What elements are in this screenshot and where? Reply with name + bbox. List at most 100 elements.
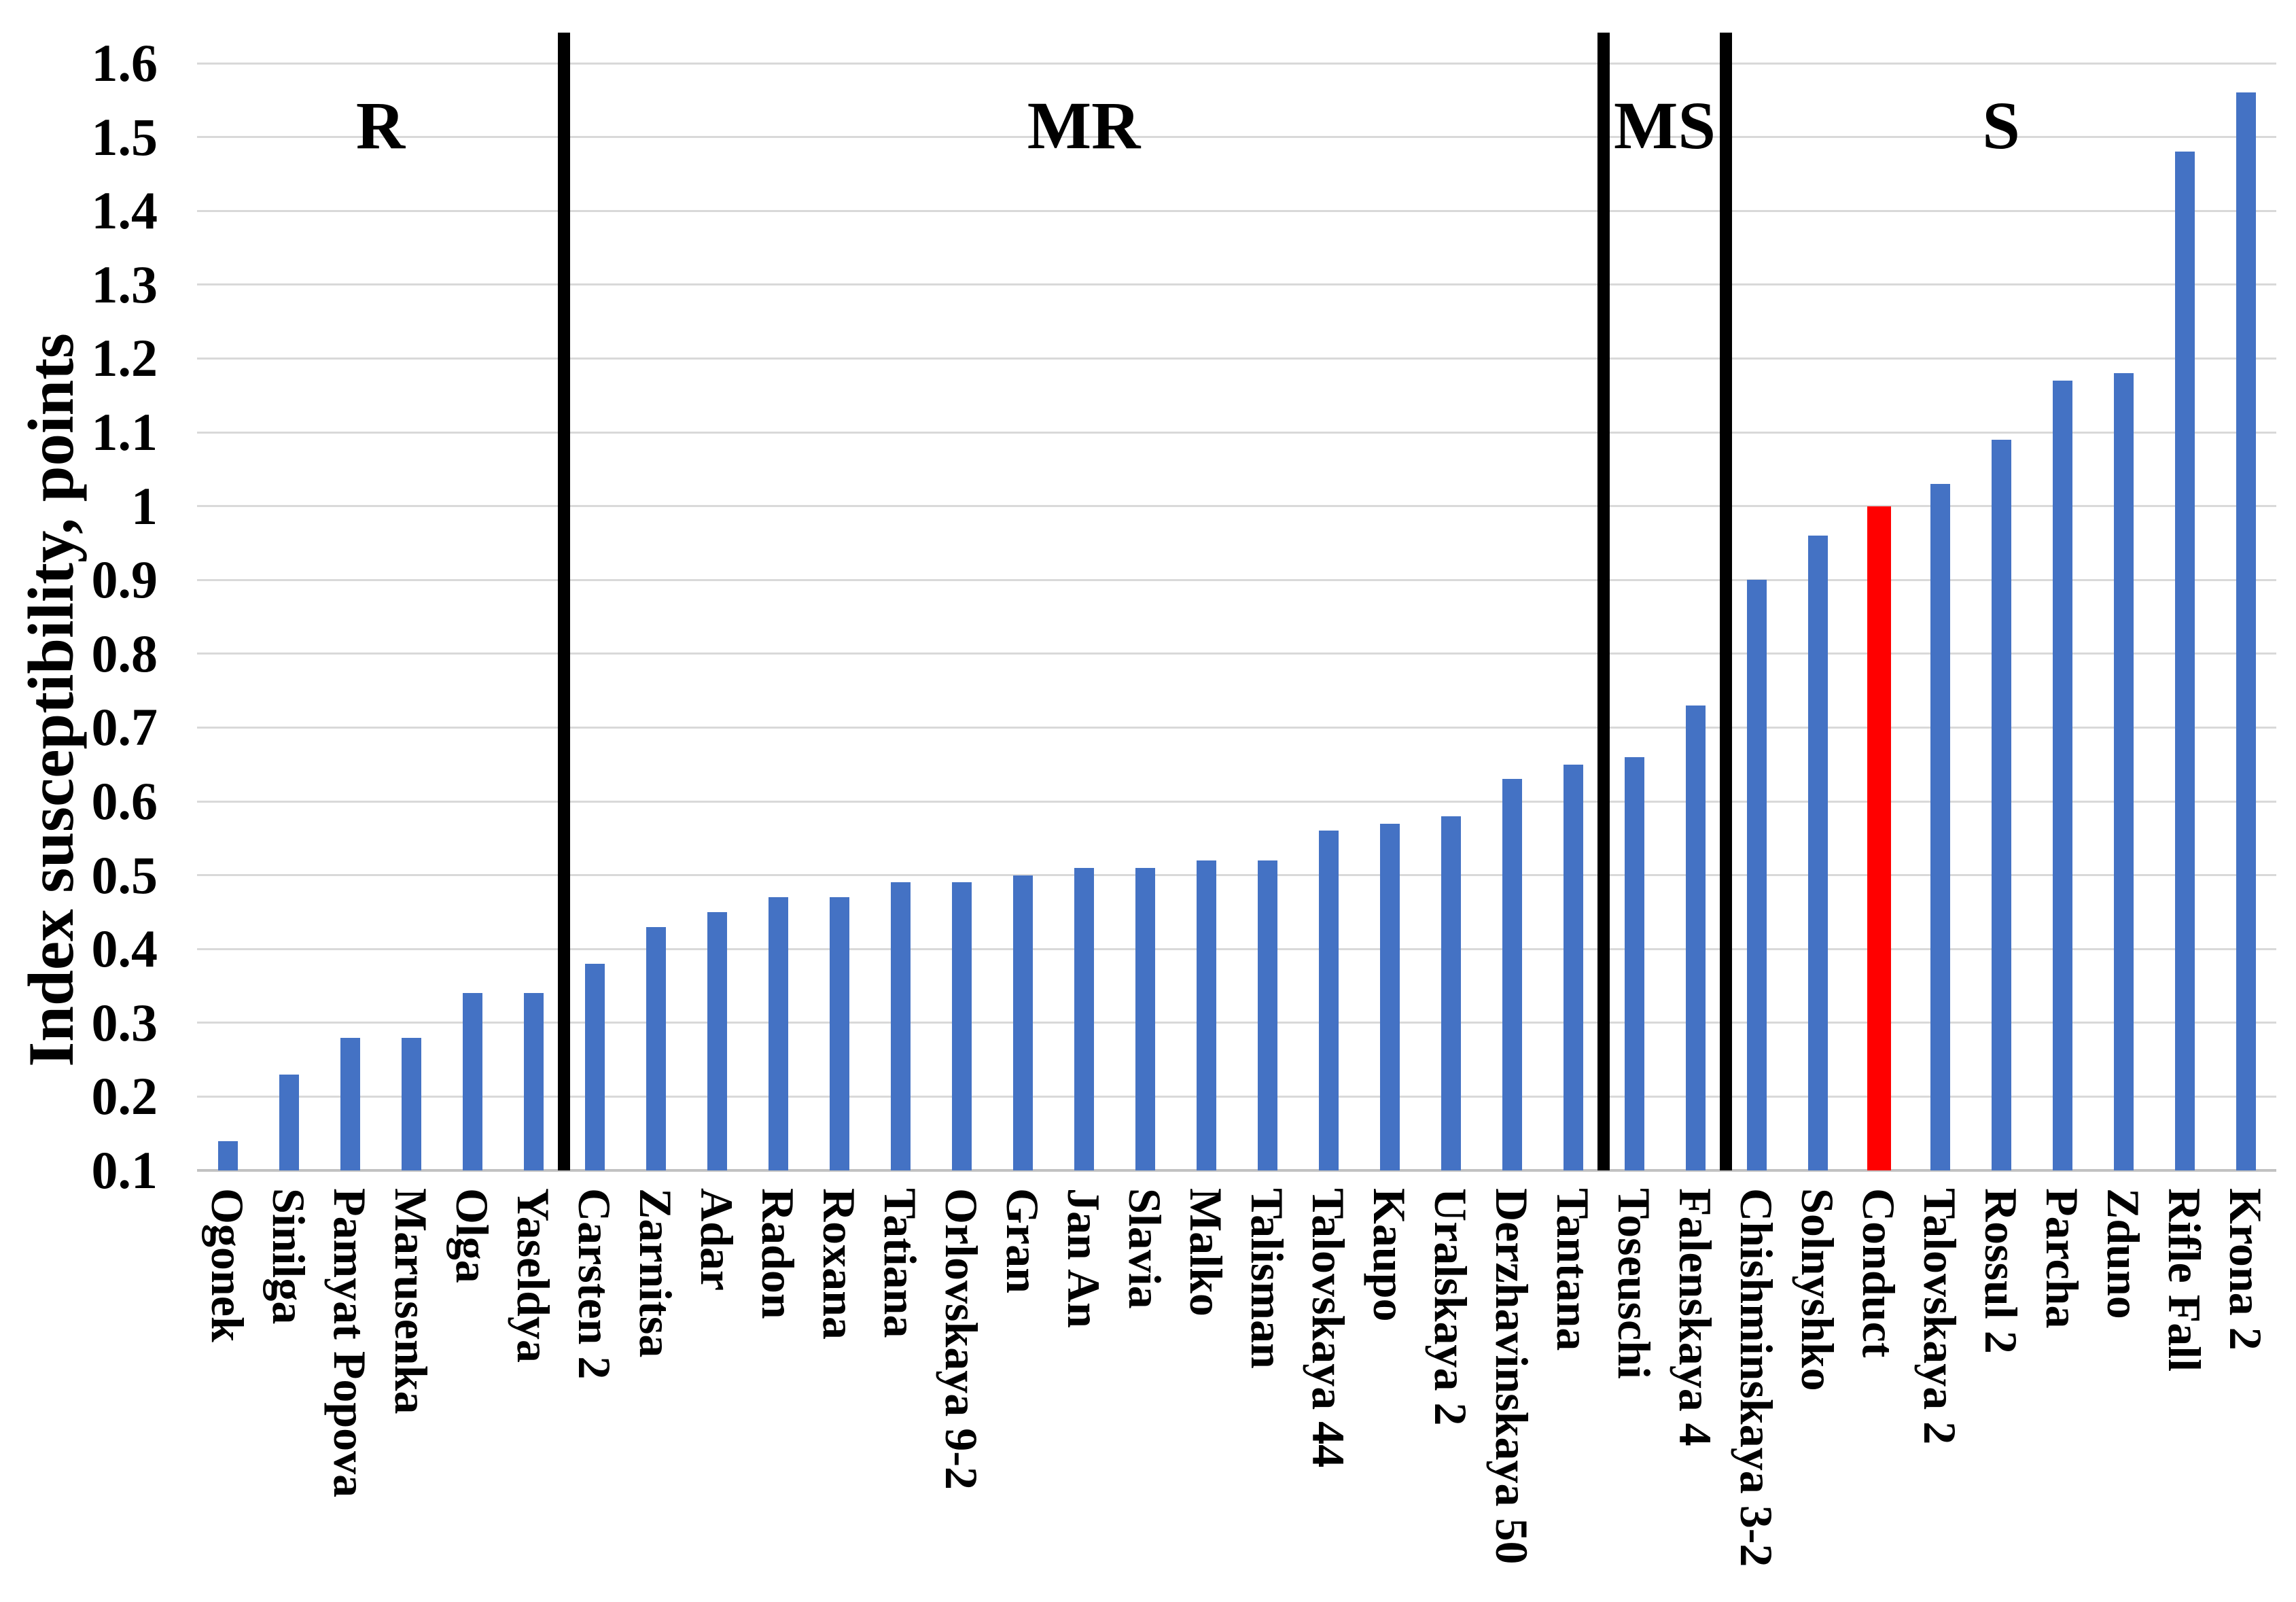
bar: [279, 1074, 299, 1170]
y-tick-label: 1.3: [91, 254, 158, 314]
y-tick-label: 0.9: [91, 550, 158, 610]
bar: [1135, 867, 1155, 1170]
y-tick-label: 1.6: [91, 33, 158, 92]
category-label: Krona 2: [2220, 1188, 2272, 1351]
bar: [1196, 860, 1216, 1170]
gridline: [197, 283, 2276, 286]
gridline: [197, 947, 2276, 950]
y-tick-label: 1.2: [91, 328, 158, 388]
bar: [1257, 860, 1277, 1170]
y-tick-label: 1: [131, 476, 158, 536]
category-label: Conduct: [1853, 1188, 1905, 1358]
bar: [1074, 867, 1094, 1170]
category-label: Rossul 2: [1975, 1188, 2027, 1354]
bar: [1012, 875, 1033, 1170]
group-label: MR: [1027, 88, 1141, 163]
category-label: Falenskaya 4: [1670, 1188, 1721, 1446]
bar: [2236, 92, 2256, 1170]
y-tick-label: 0.3: [91, 992, 158, 1052]
bar: [1807, 536, 1828, 1170]
bar: [768, 897, 788, 1170]
bar: [1624, 756, 1644, 1170]
category-label: Toseuschi: [1608, 1188, 1660, 1379]
category-label: Sinilga: [263, 1188, 315, 1325]
group-label: S: [1982, 88, 2020, 163]
bar: [1441, 816, 1461, 1170]
bar: [951, 882, 972, 1170]
category-label: Carsten 2: [569, 1188, 620, 1380]
category-label: Adar: [691, 1188, 743, 1291]
y-tick-label: 0.8: [91, 623, 158, 683]
category-label: Jan An: [1058, 1188, 1110, 1328]
category-label: Zduno: [2098, 1188, 2149, 1319]
bar: [340, 1037, 360, 1170]
y-tick-label: 0.7: [91, 697, 158, 757]
bar: [2113, 373, 2134, 1170]
category-label: Tantana: [1547, 1188, 1599, 1351]
y-tick-label: 0.2: [91, 1066, 158, 1126]
bar: [401, 1037, 421, 1170]
bar: [1318, 831, 1339, 1170]
gridline: [197, 357, 2276, 360]
gridline: [197, 1022, 2276, 1024]
bar: [584, 963, 605, 1170]
category-label: Parcha: [2036, 1188, 2088, 1329]
category-label: Talovskaya 44: [1303, 1188, 1354, 1468]
y-tick-label: 0.6: [91, 771, 158, 831]
bar: [1746, 580, 1767, 1170]
bar: [1563, 764, 1583, 1170]
category-label: Gran: [997, 1188, 1048, 1293]
gridline: [197, 136, 2276, 139]
category-label: Uralskaya 2: [1425, 1188, 1477, 1426]
y-tick-label: 1.5: [91, 107, 158, 167]
category-label: Malko: [1180, 1188, 1232, 1317]
category-label: Ogonek: [202, 1188, 253, 1342]
category-label: Talovskaya 2: [1914, 1188, 1966, 1445]
gridline: [197, 62, 2276, 65]
category-label: Tatiana: [875, 1188, 926, 1338]
bar: [829, 897, 849, 1170]
group-divider: [1597, 33, 1610, 1170]
category-label: Solnyshko: [1792, 1188, 1843, 1391]
bar: [890, 882, 911, 1170]
y-tick-label: 1.4: [91, 181, 158, 241]
gridline: [197, 652, 2276, 655]
gridline: [197, 726, 2276, 729]
category-label: Zarnitsa: [630, 1188, 682, 1358]
category-label: Yaseldya: [508, 1188, 559, 1363]
bar: [2052, 380, 2072, 1170]
category-label: Derzhavinskaya 50: [1486, 1188, 1538, 1565]
gridline: [197, 505, 2276, 508]
gridline: [197, 800, 2276, 803]
y-tick-label: 1.1: [91, 402, 158, 462]
bar-highlighted: [1867, 506, 1891, 1170]
group-divider: [1720, 33, 1732, 1170]
category-label: Talisman: [1241, 1188, 1293, 1369]
x-axis-line: [197, 1169, 2276, 1172]
category-label: Pamyat Popova: [324, 1188, 376, 1498]
bar: [217, 1140, 238, 1170]
category-label: Rifle Fall: [2159, 1188, 2210, 1372]
category-label: Marusenka: [385, 1188, 437, 1414]
bar: [1991, 439, 2011, 1170]
group-label: MS: [1614, 88, 1716, 163]
gridline: [197, 209, 2276, 212]
bar: [1502, 779, 1522, 1170]
y-tick-label: 0.4: [91, 919, 158, 979]
bar: [462, 993, 482, 1170]
bar: [1685, 705, 1706, 1170]
category-label: Chishminskaya 3-2: [1731, 1188, 1782, 1567]
group-divider: [558, 33, 570, 1170]
category-label: Olga: [446, 1188, 498, 1283]
gridline: [197, 874, 2276, 877]
gridline: [197, 578, 2276, 581]
bar: [2174, 152, 2195, 1170]
gridline: [197, 1095, 2276, 1098]
y-tick-label: 0.5: [91, 845, 158, 905]
bar: [1930, 484, 1950, 1170]
category-label: Orlovskaya 9-2: [936, 1188, 987, 1490]
bar: [707, 911, 727, 1170]
category-label: Radon: [752, 1188, 804, 1319]
y-tick-label: 0.1: [91, 1140, 158, 1200]
